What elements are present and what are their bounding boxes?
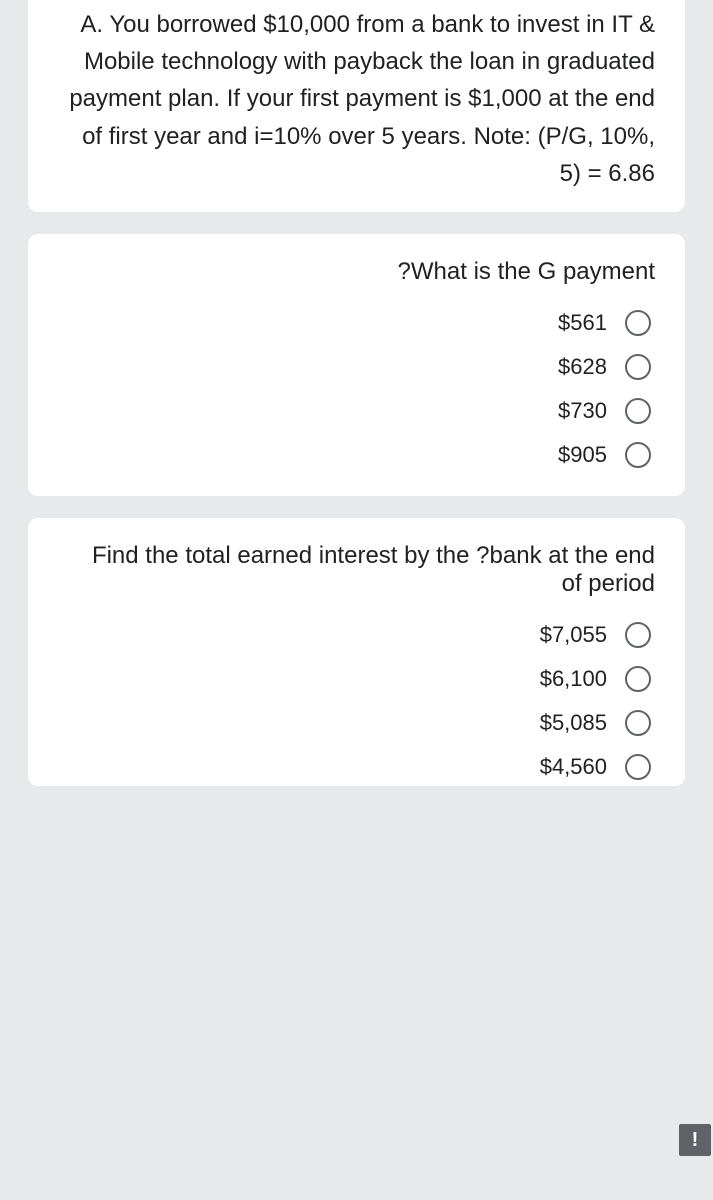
option-label: $7,055 bbox=[540, 622, 607, 648]
question-2-card: Find the total earned interest by the ?b… bbox=[28, 518, 685, 786]
question-1-card: ?What is the G payment $561 $628 $730 $9… bbox=[28, 234, 685, 496]
question-1-option-0[interactable]: $561 bbox=[558, 310, 651, 336]
scenario-card: A. You borrowed $10,000 from a bank to i… bbox=[28, 0, 685, 212]
radio-icon bbox=[625, 622, 651, 648]
question-2-option-2[interactable]: $5,085 bbox=[540, 710, 651, 736]
option-label: $628 bbox=[558, 354, 607, 380]
option-label: $730 bbox=[558, 398, 607, 424]
question-1-options: $561 $628 $730 $905 bbox=[58, 310, 655, 468]
question-1-header: ?What is the G payment bbox=[58, 258, 655, 286]
radio-icon bbox=[625, 754, 651, 780]
exclamation-icon: ! bbox=[692, 1129, 699, 1152]
option-label: $561 bbox=[558, 310, 607, 336]
radio-icon bbox=[625, 710, 651, 736]
option-label: $5,085 bbox=[540, 710, 607, 736]
question-2-option-0[interactable]: $7,055 bbox=[540, 622, 651, 648]
help-button[interactable]: ! bbox=[679, 1124, 711, 1156]
question-2-option-1[interactable]: $6,100 bbox=[540, 666, 651, 692]
scenario-text: A. You borrowed $10,000 from a bank to i… bbox=[58, 6, 655, 192]
radio-icon bbox=[625, 354, 651, 380]
question-1-option-2[interactable]: $730 bbox=[558, 398, 651, 424]
question-1-prompt: ?What is the G payment bbox=[70, 258, 655, 286]
option-label: $905 bbox=[558, 442, 607, 468]
option-label: $4,560 bbox=[540, 754, 607, 780]
option-label: $6,100 bbox=[540, 666, 607, 692]
radio-icon bbox=[625, 398, 651, 424]
question-2-prompt: Find the total earned interest by the ?b… bbox=[70, 542, 655, 598]
question-2-option-3[interactable]: $4,560 bbox=[540, 754, 651, 780]
question-1-option-3[interactable]: $905 bbox=[558, 442, 651, 468]
radio-icon bbox=[625, 666, 651, 692]
question-2-header: Find the total earned interest by the ?b… bbox=[58, 542, 655, 598]
radio-icon bbox=[625, 310, 651, 336]
question-1-option-1[interactable]: $628 bbox=[558, 354, 651, 380]
radio-icon bbox=[625, 442, 651, 468]
question-2-options: $7,055 $6,100 $5,085 $4,560 bbox=[58, 622, 655, 780]
